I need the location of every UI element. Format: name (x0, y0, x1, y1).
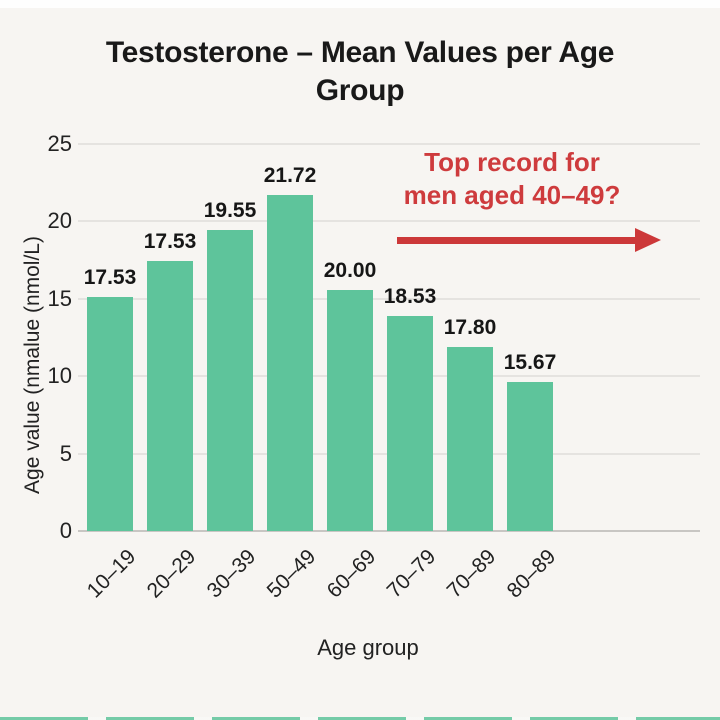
bar-value-label: 17.53 (143, 229, 197, 253)
bar (267, 195, 313, 531)
annotation-arrow-icon (397, 228, 661, 252)
bar-value-label: 18.53 (383, 285, 437, 309)
chart-title-line1: Testosterone – Mean Values per Age (105, 36, 615, 69)
x-axis-line (78, 530, 700, 532)
x-tick-label: 60–69 (322, 545, 381, 603)
top-border (0, 0, 720, 8)
bar-value-label: 20.00 (323, 258, 377, 282)
x-tick-label: 30–39 (202, 545, 261, 603)
y-tick-label: 10 (47, 363, 72, 388)
annotation-line1: Top record for (424, 147, 600, 177)
chart-title: Testosterone – Mean Values per Age Group (0, 34, 720, 110)
grid-line (78, 220, 700, 222)
y-tick-label: 25 (47, 130, 72, 156)
x-tick-label: 70–89 (442, 545, 501, 603)
annotation-text: Top record for men aged 40–49? (390, 146, 634, 212)
bar (87, 296, 133, 531)
bar-value-label: 17.53 (83, 265, 137, 289)
grid-line (78, 297, 700, 300)
y-tick-label: 15 (47, 285, 72, 311)
bar (327, 289, 373, 531)
bar-value-label: 17.80 (443, 316, 497, 340)
grid-line (78, 142, 700, 145)
annotation-line2: men aged 40–49? (403, 180, 621, 210)
x-tick-label: 70–79 (382, 545, 441, 603)
bar (447, 347, 493, 531)
x-tick-label: 50–49 (262, 545, 321, 603)
bottom-bar-strip (0, 717, 720, 720)
bar (207, 230, 253, 531)
x-axis-title: Age group (317, 635, 419, 660)
bar (147, 260, 193, 531)
bar (387, 316, 433, 531)
y-tick-label: 0 (59, 518, 72, 543)
bar-value-label: 15.67 (503, 351, 557, 375)
y-tick-label: 20 (47, 208, 72, 233)
x-tick-label: 10–19 (82, 545, 141, 603)
x-tick-label: 80–89 (502, 545, 561, 603)
chart-title-line2: Group (315, 74, 405, 107)
y-tick-label: 5 (59, 440, 72, 466)
bar-value-label: 19.55 (203, 199, 257, 223)
x-tick-label: 20–29 (142, 545, 201, 603)
bar-value-label: 21.72 (263, 164, 317, 188)
bar (507, 382, 553, 531)
